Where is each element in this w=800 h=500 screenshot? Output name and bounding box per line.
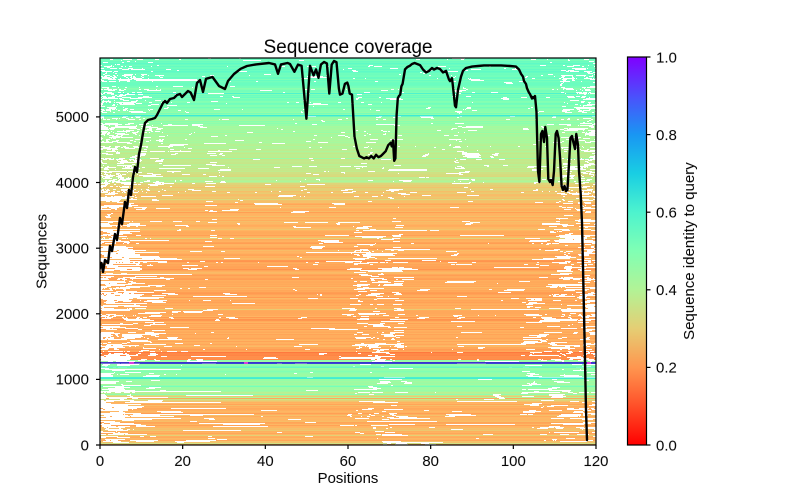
svg-text:0.4: 0.4: [656, 282, 677, 299]
svg-text:4000: 4000: [56, 175, 89, 192]
svg-text:0.0: 0.0: [656, 437, 677, 454]
svg-text:120: 120: [583, 453, 608, 470]
svg-text:40: 40: [257, 453, 274, 470]
svg-text:0.8: 0.8: [656, 127, 677, 144]
svg-text:20: 20: [174, 453, 191, 470]
svg-text:Sequence coverage: Sequence coverage: [264, 37, 433, 58]
svg-text:Sequences: Sequences: [33, 214, 50, 289]
svg-text:60: 60: [340, 453, 357, 470]
svg-text:0: 0: [81, 437, 89, 454]
svg-text:80: 80: [422, 453, 439, 470]
svg-text:3000: 3000: [56, 240, 89, 257]
svg-text:1000: 1000: [56, 372, 89, 389]
svg-text:1.0: 1.0: [656, 49, 677, 66]
svg-text:0.2: 0.2: [656, 360, 677, 377]
svg-text:5000: 5000: [56, 109, 89, 126]
svg-text:2000: 2000: [56, 306, 89, 323]
svg-text:0: 0: [96, 453, 104, 470]
svg-text:Sequence identity to query: Sequence identity to query: [681, 162, 698, 340]
svg-text:100: 100: [501, 453, 526, 470]
svg-text:Positions: Positions: [318, 470, 379, 487]
svg-text:0.6: 0.6: [656, 205, 677, 222]
